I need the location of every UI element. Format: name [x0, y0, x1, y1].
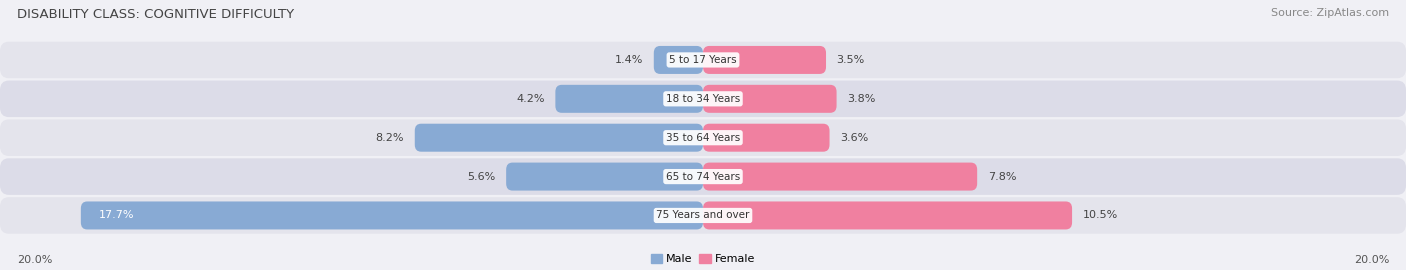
FancyBboxPatch shape	[703, 46, 827, 74]
FancyBboxPatch shape	[654, 46, 703, 74]
FancyBboxPatch shape	[703, 124, 830, 152]
FancyBboxPatch shape	[703, 85, 837, 113]
Text: 20.0%: 20.0%	[1354, 255, 1389, 265]
Text: 3.5%: 3.5%	[837, 55, 865, 65]
FancyBboxPatch shape	[0, 119, 1406, 156]
Text: 35 to 64 Years: 35 to 64 Years	[666, 133, 740, 143]
Text: 3.6%: 3.6%	[841, 133, 869, 143]
FancyBboxPatch shape	[703, 163, 977, 191]
Text: 17.7%: 17.7%	[98, 210, 134, 221]
Text: 4.2%: 4.2%	[516, 94, 546, 104]
Text: DISABILITY CLASS: COGNITIVE DIFFICULTY: DISABILITY CLASS: COGNITIVE DIFFICULTY	[17, 8, 294, 21]
Text: 5.6%: 5.6%	[467, 171, 496, 182]
Text: 7.8%: 7.8%	[987, 171, 1017, 182]
FancyBboxPatch shape	[0, 42, 1406, 78]
FancyBboxPatch shape	[82, 201, 703, 229]
FancyBboxPatch shape	[703, 201, 1073, 229]
Text: 5 to 17 Years: 5 to 17 Years	[669, 55, 737, 65]
Text: 8.2%: 8.2%	[375, 133, 405, 143]
FancyBboxPatch shape	[415, 124, 703, 152]
FancyBboxPatch shape	[506, 163, 703, 191]
Text: 65 to 74 Years: 65 to 74 Years	[666, 171, 740, 182]
FancyBboxPatch shape	[555, 85, 703, 113]
FancyBboxPatch shape	[0, 158, 1406, 195]
Text: Source: ZipAtlas.com: Source: ZipAtlas.com	[1271, 8, 1389, 18]
Text: 18 to 34 Years: 18 to 34 Years	[666, 94, 740, 104]
Text: 75 Years and over: 75 Years and over	[657, 210, 749, 221]
FancyBboxPatch shape	[0, 197, 1406, 234]
Text: 3.8%: 3.8%	[846, 94, 876, 104]
Legend: Male, Female: Male, Female	[651, 254, 755, 264]
Text: 10.5%: 10.5%	[1083, 210, 1118, 221]
FancyBboxPatch shape	[0, 80, 1406, 117]
Text: 20.0%: 20.0%	[17, 255, 52, 265]
Text: 1.4%: 1.4%	[614, 55, 644, 65]
